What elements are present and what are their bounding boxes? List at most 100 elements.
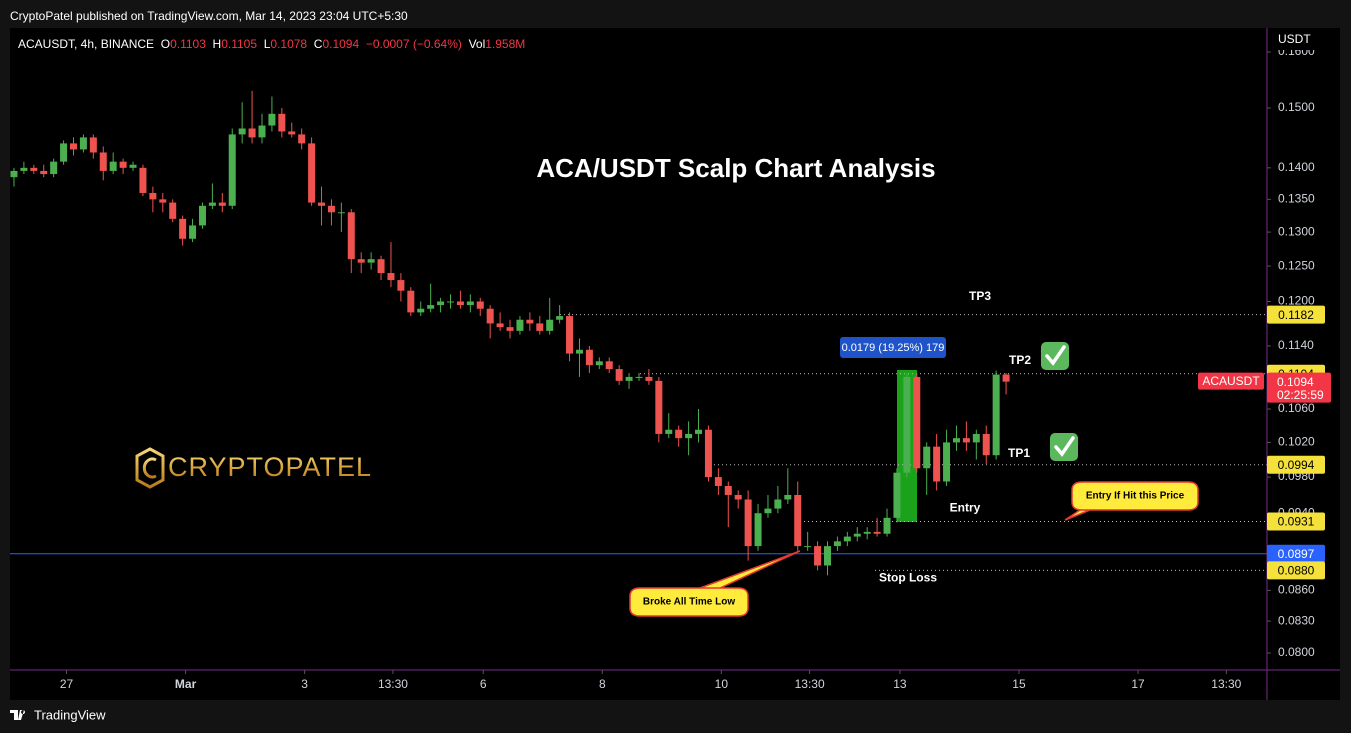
candle-body	[119, 161, 127, 168]
candle-body	[685, 433, 693, 439]
watermark: CRYPTOPATEL	[168, 452, 372, 482]
y-tick-label: 0.1500	[1278, 100, 1315, 114]
brand: TradingView	[34, 707, 106, 722]
candle-body	[69, 143, 77, 150]
y-tick-label: 0.0860	[1278, 583, 1315, 597]
candle-body	[843, 536, 851, 542]
level-tag	[1267, 544, 1325, 563]
candle-body	[79, 137, 87, 150]
level-tag	[1267, 512, 1325, 531]
legend-value: 0.1094	[322, 37, 360, 51]
candle-body	[873, 531, 881, 534]
symbol-tag	[1198, 372, 1264, 390]
candle-body	[1002, 374, 1010, 382]
symbol-legend: ACAUSDT, 4h, BINANCE O0.1103 H0.1105 L0.…	[18, 37, 525, 51]
candle-body	[189, 225, 197, 239]
candle-body	[615, 369, 623, 381]
candle-body	[228, 134, 236, 206]
level-tag	[1267, 561, 1325, 580]
candle-body	[823, 546, 831, 566]
candle-body	[288, 131, 296, 135]
watermark-logo: CRYPTOPATEL	[135, 447, 372, 489]
level-tag-label: 0.1182	[1278, 308, 1314, 322]
candle-body	[546, 319, 554, 331]
candle-body	[337, 212, 345, 214]
legend-label: H	[212, 37, 222, 51]
candle-body	[625, 376, 633, 381]
candle-body	[883, 517, 891, 534]
candle-body	[655, 380, 663, 434]
candle-body	[476, 301, 484, 309]
candle-body	[268, 113, 276, 126]
candle-body	[238, 128, 246, 135]
x-tick-label: 10	[715, 677, 729, 691]
candle-body	[109, 161, 117, 171]
y-tick-label: 0.1060	[1278, 401, 1315, 415]
candle-body	[327, 205, 335, 213]
candle-body	[20, 167, 28, 171]
candle-body	[258, 125, 266, 138]
x-tick-label: 8	[599, 677, 606, 691]
x-tick-label: 6	[480, 677, 487, 691]
y-tick-label: 0.1300	[1278, 224, 1315, 238]
level-name: TP3	[969, 289, 991, 303]
candle-body	[486, 308, 494, 324]
price-tag	[1267, 372, 1331, 403]
candle-body	[308, 143, 316, 203]
callout-box	[629, 550, 801, 617]
candle-body	[357, 259, 365, 263]
y-tick-label: 0.1400	[1278, 160, 1315, 174]
level-name: Stop Loss	[879, 571, 937, 585]
candle-body	[159, 199, 167, 203]
y-tick-label: 0.1020	[1278, 435, 1315, 449]
candle-body	[962, 438, 970, 443]
callout-atl: Broke All Time Low	[629, 550, 801, 617]
candle-body	[645, 376, 653, 381]
candle-body	[714, 477, 722, 486]
y-axis-unit: USDT	[1278, 32, 1311, 46]
candle-body	[774, 499, 782, 509]
brand-icon	[10, 710, 25, 720]
x-tick-label: 13:30	[1211, 677, 1241, 691]
candle-body	[387, 273, 395, 281]
candle-body	[50, 161, 58, 175]
candle-body	[734, 494, 742, 500]
y-tick-label: 0.0800	[1278, 645, 1315, 659]
candle-body	[784, 494, 792, 500]
candle-body	[575, 349, 583, 354]
candle-body	[605, 361, 613, 370]
candle-body	[566, 316, 574, 354]
candle-body	[179, 218, 187, 239]
candle-body	[407, 290, 415, 313]
candle-body	[992, 374, 1000, 456]
x-tick-label: 3	[301, 677, 308, 691]
level-tag-label: 0.0994	[1278, 458, 1315, 472]
candle-body	[99, 152, 107, 171]
candle-body	[40, 170, 48, 175]
candle-body	[853, 533, 861, 537]
x-tick-label: 13	[893, 677, 907, 691]
candle-body	[437, 301, 445, 306]
candle-body	[833, 541, 841, 547]
logo-icon	[135, 447, 165, 489]
level-tag-label: 0.0931	[1278, 515, 1315, 529]
level-tag-label: 0.0897	[1278, 547, 1315, 561]
candle-body	[496, 323, 504, 328]
candle-body	[248, 128, 256, 138]
candle-body	[952, 438, 960, 443]
legend-label: L	[263, 37, 271, 51]
check-tp2	[1041, 342, 1069, 370]
candle-body	[903, 376, 911, 473]
candle-body	[982, 433, 990, 456]
level-tag	[1267, 305, 1325, 324]
candle-body	[427, 305, 435, 309]
callout-box	[1064, 481, 1199, 521]
legend-volume: 1.958M	[485, 37, 526, 51]
countdown-label: 02:25:59	[1277, 388, 1324, 402]
candle-body	[198, 205, 206, 226]
level-name: TP2	[1009, 353, 1031, 367]
candle-body	[943, 442, 951, 482]
candle-body	[516, 319, 524, 331]
